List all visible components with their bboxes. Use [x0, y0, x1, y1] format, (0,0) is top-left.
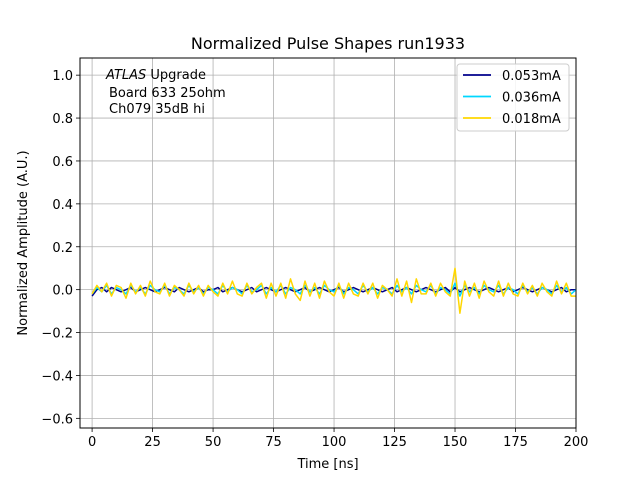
x-axis: 0 25 50 75 100 125 150 175 200: [88, 428, 588, 450]
chart-title: Normalized Pulse Shapes run1933: [191, 34, 465, 53]
y-tick-label: 0.2: [52, 241, 73, 256]
y-tick-label: 0.6: [52, 155, 73, 170]
y-tick-label: 0.0: [52, 284, 73, 299]
y-tick-label: 0.4: [52, 198, 73, 213]
series-line-2: [91, 267, 576, 314]
y-tick-label: 1.0: [52, 69, 73, 84]
x-tick-label: 200: [564, 435, 589, 450]
legend: 0.053mA 0.036mA 0.018mA: [456, 63, 570, 132]
annotation-atlas: ATLAS: [105, 68, 146, 83]
x-tick-label: 100: [322, 435, 347, 450]
x-tick-label: 125: [382, 435, 407, 450]
legend-box: [456, 63, 570, 132]
legend-label-1: 0.036mA: [502, 91, 561, 106]
x-tick-label: 175: [503, 435, 528, 450]
plot-frame: [79, 57, 577, 429]
annotation-upgrade: Upgrade: [146, 68, 206, 83]
x-tick-label: 150: [443, 435, 468, 450]
x-tick-label: 50: [205, 435, 222, 450]
annotation-line-2: Board 633 25ohm: [109, 86, 226, 101]
x-tick-label: 25: [144, 435, 161, 450]
x-tick-label: 0: [88, 435, 96, 450]
y-tick-label: −0.6: [41, 412, 73, 427]
annotation-block: ATLAS Upgrade Board 633 25ohm Ch079 35dB…: [105, 68, 226, 117]
annotation-line-1: ATLAS Upgrade: [105, 68, 206, 83]
x-axis-label: Time [ns]: [296, 457, 358, 472]
annotation-line-3: Ch079 35dB hi: [109, 102, 205, 117]
y-tick-label: −0.4: [41, 369, 73, 384]
x-tick-label: 75: [265, 435, 282, 450]
legend-label-0: 0.053mA: [502, 69, 561, 84]
y-axis: −0.6 −0.4 −0.2 0.0 0.2 0.4 0.6 0.8 1.0: [41, 69, 80, 427]
y-tick-label: 0.8: [52, 112, 73, 127]
legend-label-2: 0.018mA: [502, 112, 561, 127]
y-tick-label: −0.2: [41, 327, 73, 342]
y-axis-label: Normalized Amplitude (A.U.): [16, 150, 31, 335]
series-layer: [91, 267, 577, 314]
